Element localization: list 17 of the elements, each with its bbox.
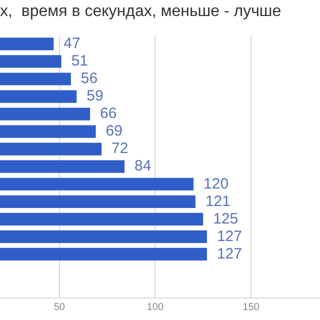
x-tick-label: 50 <box>54 302 66 313</box>
data-label: 84 <box>134 158 152 175</box>
data-label: 59 <box>86 88 104 105</box>
data-label: 125 <box>213 210 238 228</box>
data-label: 72 <box>112 140 128 158</box>
x-tick-label: 100 <box>146 302 164 313</box>
data-label: 69 <box>106 122 122 140</box>
data-label: 56 <box>80 70 98 88</box>
data-label: 121 <box>205 192 230 210</box>
data-label: 127 <box>216 228 242 245</box>
data-label: 66 <box>100 105 117 122</box>
data-label: 120 <box>204 175 229 192</box>
data-label: 127 <box>216 245 242 262</box>
x-tick-label: 150 <box>242 302 260 313</box>
data-label: 51 <box>71 52 88 70</box>
chart-title: х, время в секундах, меньше - лучше <box>0 3 282 20</box>
data-label: 47 <box>64 35 80 52</box>
